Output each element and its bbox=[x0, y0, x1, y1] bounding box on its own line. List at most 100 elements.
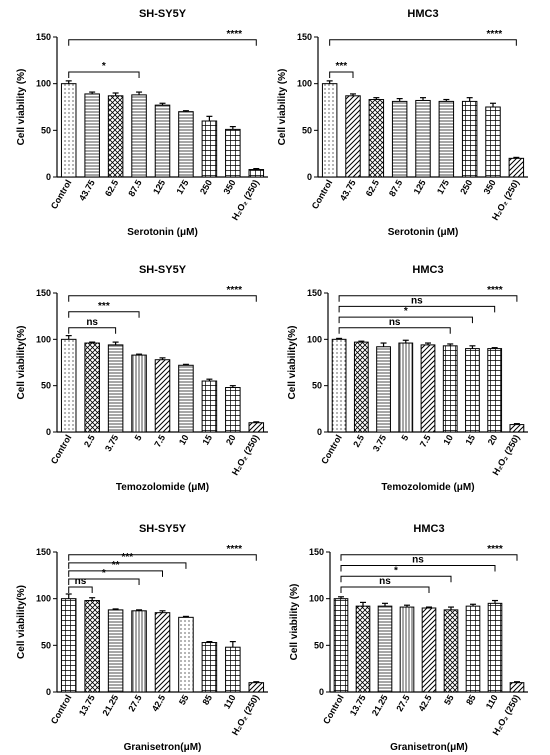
bar bbox=[461, 100, 478, 178]
significance-label: **** bbox=[226, 285, 242, 296]
x-tick-label: 350 bbox=[221, 178, 237, 196]
x-tick-label: 110 bbox=[484, 693, 500, 711]
x-tick-label: Control bbox=[49, 693, 74, 726]
bar bbox=[107, 344, 124, 433]
chart-title: SH-SY5Y bbox=[139, 523, 187, 535]
x-tick-label: 250 bbox=[458, 178, 474, 196]
y-tick-label: 150 bbox=[36, 32, 51, 42]
x-tick-label: 27.5 bbox=[394, 693, 411, 713]
x-tick-label: 125 bbox=[151, 178, 167, 196]
chart-panel-1: SH-SY5Y 0 50 100 150 Cell viability (%) Contro… bbox=[16, 8, 268, 238]
bar bbox=[368, 99, 385, 178]
bar bbox=[225, 387, 241, 433]
bar bbox=[376, 346, 391, 433]
y-tick-label: 100 bbox=[36, 334, 51, 344]
y-tick-label: 100 bbox=[36, 79, 51, 89]
y-tick-label: 50 bbox=[314, 640, 324, 650]
bar bbox=[84, 600, 100, 693]
significance-bracket bbox=[340, 554, 518, 561]
x-tick-label: Control bbox=[319, 433, 344, 466]
y-tick-label: 150 bbox=[297, 32, 312, 42]
x-tick-label: 10 bbox=[177, 433, 191, 447]
bar bbox=[248, 169, 265, 178]
y-tick-label: 100 bbox=[297, 79, 312, 89]
y-axis-label: Cell viability (%) bbox=[277, 69, 288, 146]
bar bbox=[421, 607, 437, 693]
significance-label: **** bbox=[487, 544, 503, 555]
bar bbox=[485, 106, 501, 178]
significance-label: ns bbox=[411, 295, 423, 306]
bar bbox=[508, 157, 525, 178]
y-tick-label: 0 bbox=[307, 172, 312, 182]
y-tick-label: 150 bbox=[307, 288, 322, 298]
y-tick-label: 150 bbox=[36, 547, 51, 557]
bar bbox=[333, 598, 349, 693]
significance-label: *** bbox=[98, 301, 110, 312]
x-tick-label: 110 bbox=[222, 693, 238, 711]
bar bbox=[331, 338, 347, 433]
x-tick-label: 20 bbox=[224, 433, 238, 447]
bar bbox=[415, 99, 431, 178]
y-axis-label: Cell viability(%) bbox=[16, 585, 27, 659]
y-tick-label: 150 bbox=[309, 547, 324, 557]
x-tick-label: 15 bbox=[200, 433, 214, 447]
bar bbox=[178, 616, 194, 693]
significance-label: * bbox=[394, 565, 398, 576]
significance-bracket bbox=[338, 327, 451, 334]
x-tick-label: 15 bbox=[464, 433, 478, 447]
bar bbox=[60, 83, 77, 178]
significance-bracket bbox=[68, 71, 140, 78]
bar bbox=[465, 605, 481, 693]
x-tick-label: 87.5 bbox=[387, 178, 404, 198]
significance-label: *** bbox=[121, 552, 133, 563]
x-tick-label: 62.5 bbox=[103, 178, 120, 198]
significance-label: **** bbox=[487, 285, 503, 296]
significance-label: ns bbox=[75, 576, 87, 587]
chart-panel-3: SH-SY5Y 0 50 100 150 Cell viability(%) Control… bbox=[16, 264, 268, 493]
x-tick-label: 55 bbox=[442, 693, 456, 707]
significance-bracket bbox=[340, 586, 430, 593]
x-tick-label: 5 bbox=[133, 433, 144, 442]
x-tick-label: Control bbox=[49, 433, 74, 466]
x-tick-label: 13.75 bbox=[348, 693, 368, 718]
significance-label: ns bbox=[412, 555, 424, 566]
x-tick-label: 43.75 bbox=[77, 178, 97, 203]
x-axis-label: Temozolomide (μM) bbox=[381, 482, 474, 493]
significance-bracket bbox=[338, 316, 473, 324]
x-tick-label: 21.25 bbox=[100, 693, 120, 718]
significance-bracket bbox=[340, 565, 496, 572]
significance-bracket bbox=[68, 578, 140, 585]
significance-label: **** bbox=[487, 29, 503, 40]
y-axis-label: Cell viability (%) bbox=[16, 69, 27, 146]
bar bbox=[107, 609, 124, 693]
x-axis-label: Serotonin (μM) bbox=[388, 227, 459, 238]
bar bbox=[345, 95, 361, 178]
bar bbox=[201, 380, 218, 433]
x-tick-label: 175 bbox=[175, 178, 191, 196]
bar bbox=[225, 646, 241, 693]
y-axis-label: Cell viability(%) bbox=[16, 326, 27, 400]
significance-bracket bbox=[68, 39, 257, 46]
x-tick-label: 20 bbox=[486, 433, 500, 447]
bar bbox=[399, 606, 415, 693]
bar bbox=[355, 605, 371, 693]
significance-bracket bbox=[329, 39, 517, 46]
bar bbox=[154, 612, 171, 693]
significance-bracket bbox=[68, 327, 117, 334]
significance-label: ns bbox=[86, 317, 98, 328]
significance-label: * bbox=[102, 568, 106, 579]
bar bbox=[154, 359, 171, 433]
x-tick-label: 3.75 bbox=[103, 433, 120, 453]
bar bbox=[178, 111, 194, 178]
y-tick-label: 100 bbox=[309, 594, 324, 604]
significance-bracket bbox=[68, 554, 257, 561]
x-tick-label: 2.5 bbox=[351, 433, 366, 449]
x-tick-label: 42.5 bbox=[150, 693, 167, 713]
y-tick-label: 150 bbox=[36, 288, 51, 298]
significance-label: ns bbox=[379, 576, 391, 587]
x-tick-label: 5 bbox=[399, 433, 410, 442]
bar bbox=[60, 598, 77, 693]
bar bbox=[248, 682, 265, 693]
significance-bracket bbox=[68, 586, 93, 593]
